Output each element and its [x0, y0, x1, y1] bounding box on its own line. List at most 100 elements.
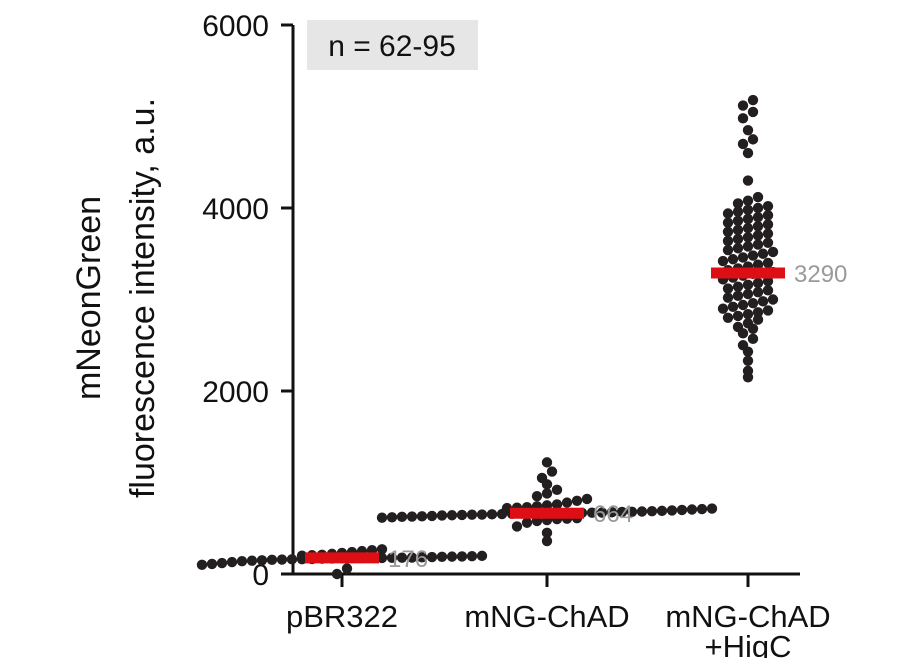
annotation-box: n = 62-95 [307, 20, 478, 70]
data-point [676, 504, 688, 516]
x-tick-label-2-1: +HigC [704, 629, 791, 658]
data-point [331, 568, 343, 580]
data-point [742, 288, 754, 300]
data-point [737, 100, 749, 111]
data-point [747, 297, 759, 309]
annotation-background [307, 20, 478, 70]
data-point [762, 305, 774, 316]
data-point [767, 246, 779, 258]
data-point [456, 509, 468, 521]
data-point [521, 517, 533, 528]
data-point [626, 506, 638, 517]
data-point [742, 125, 754, 136]
data-point [426, 551, 438, 563]
data-point [571, 495, 583, 506]
data-point [386, 512, 398, 523]
data-point [757, 248, 769, 259]
data-point [541, 527, 553, 539]
data-point [541, 488, 553, 499]
data-point [757, 296, 769, 307]
data-point [722, 208, 734, 219]
data-point [722, 312, 734, 323]
data-point [732, 310, 744, 322]
data-point [742, 308, 754, 320]
data-point [737, 113, 749, 124]
data-point [732, 224, 744, 236]
data-point [722, 292, 734, 303]
data-point [706, 503, 718, 514]
data-point [466, 550, 478, 562]
data-point [742, 241, 754, 252]
data-point [616, 506, 628, 518]
data-point [747, 333, 759, 345]
data-point [406, 552, 418, 563]
data-point [722, 244, 734, 256]
data-point [737, 299, 749, 311]
data-point [737, 252, 749, 263]
data-point [742, 222, 754, 234]
data-point [742, 232, 754, 243]
data-point [762, 210, 774, 221]
data-point [717, 255, 729, 267]
data-point [376, 544, 388, 555]
x-tick-label-1-0: mNG-ChAD [464, 599, 629, 634]
median-label-0: 176 [388, 546, 428, 573]
data-point [386, 552, 398, 564]
data-point [737, 138, 749, 150]
data-point [206, 558, 218, 570]
data-point [722, 283, 734, 294]
data-point [732, 206, 744, 217]
data-point [742, 372, 754, 383]
data-point [727, 301, 739, 313]
data-point [436, 510, 448, 521]
data-point [266, 554, 278, 566]
data-point [436, 551, 448, 562]
data-point [722, 235, 734, 247]
data-point [752, 239, 764, 250]
data-point [376, 552, 388, 564]
data-point [466, 509, 478, 520]
data-point [476, 550, 488, 562]
data-point [416, 552, 428, 563]
data-point [376, 512, 388, 523]
data-point [762, 285, 774, 296]
y-tick-label-0: 0 [252, 559, 269, 592]
data-point [666, 505, 678, 516]
x-tick-label-2-0: mNG-ChAD [665, 599, 830, 634]
data-point [406, 511, 418, 522]
data-point [486, 509, 498, 520]
y-tick-label-6000: 6000 [202, 10, 269, 43]
median-label-1: 664 [593, 501, 633, 528]
data-point [742, 204, 754, 216]
data-point [722, 226, 734, 237]
data-point [606, 507, 618, 518]
data-point [426, 510, 438, 522]
y-axis-label: mNeonGreen fluorescence intensity, a.u. [70, 98, 162, 498]
data-point [636, 506, 648, 517]
data-point [717, 303, 729, 314]
x-tick-label-0-0: pBR322 [286, 599, 398, 634]
data-point [747, 323, 759, 334]
data-point [752, 221, 764, 232]
data-point [752, 286, 764, 298]
data-point [732, 281, 744, 292]
data-point [762, 219, 774, 230]
data-point [742, 147, 754, 159]
data-point [296, 553, 308, 565]
data-point [742, 279, 754, 291]
data-point [196, 559, 208, 571]
data-point [446, 510, 458, 521]
data-point [656, 505, 668, 517]
data-point [511, 521, 523, 532]
data-point [286, 554, 298, 565]
data-point [236, 555, 248, 567]
data-point [752, 211, 764, 223]
data-point [541, 535, 553, 547]
data-point [732, 215, 744, 227]
data-point [762, 276, 774, 287]
data-point [561, 497, 573, 508]
data-point [276, 554, 288, 565]
data-point [742, 346, 754, 357]
